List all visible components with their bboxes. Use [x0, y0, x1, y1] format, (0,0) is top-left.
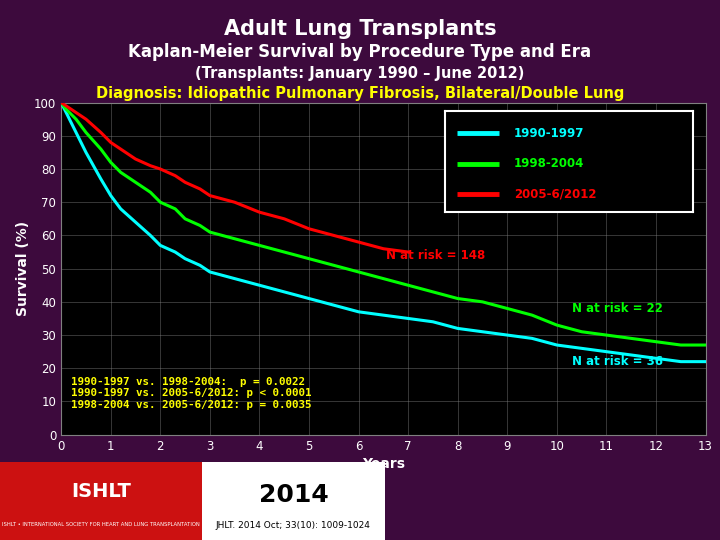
- X-axis label: Years: Years: [362, 457, 405, 471]
- Text: 1990-1997: 1990-1997: [514, 127, 585, 140]
- Text: N at risk = 22: N at risk = 22: [572, 302, 662, 315]
- Text: ISHLT: ISHLT: [71, 482, 131, 501]
- Text: ISHLT • INTERNATIONAL SOCIETY FOR HEART AND LUNG TRANSPLANTATION: ISHLT • INTERNATIONAL SOCIETY FOR HEART …: [2, 522, 199, 527]
- Y-axis label: Survival (%): Survival (%): [16, 221, 30, 316]
- Bar: [0, 462, 385, 540]
- Text: 1990-1997 vs. 1998-2004:  p = 0.0022
1990-1997 vs. 2005-6/2012: p < 0.0001
1998-: 1990-1997 vs. 1998-2004: p = 0.0022 1990…: [71, 376, 311, 410]
- Bar: [0, 462, 202, 540]
- Text: 2014: 2014: [258, 483, 328, 507]
- Text: N at risk = 36: N at risk = 36: [572, 355, 663, 368]
- Text: 1998-2004: 1998-2004: [514, 157, 585, 170]
- Text: N at risk = 148: N at risk = 148: [386, 249, 485, 262]
- Text: Adult Lung Transplants: Adult Lung Transplants: [224, 19, 496, 39]
- Text: 2005-6/2012: 2005-6/2012: [514, 187, 597, 200]
- Text: JHLT. 2014 Oct; 33(10): 1009-1024: JHLT. 2014 Oct; 33(10): 1009-1024: [216, 522, 371, 530]
- Text: Diagnosis: Idiopathic Pulmonary Fibrosis, Bilateral/Double Lung: Diagnosis: Idiopathic Pulmonary Fibrosis…: [96, 86, 624, 102]
- Text: Kaplan-Meier Survival by Procedure Type and Era: Kaplan-Meier Survival by Procedure Type …: [128, 43, 592, 61]
- Text: (Transplants: January 1990 – June 2012): (Transplants: January 1990 – June 2012): [195, 66, 525, 81]
